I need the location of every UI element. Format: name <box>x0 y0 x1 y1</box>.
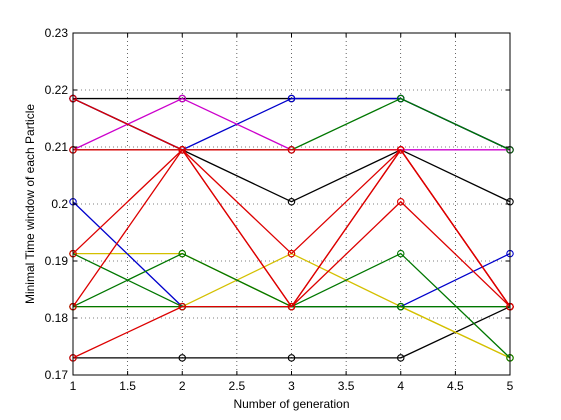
data-point-marker <box>396 197 405 206</box>
data-point-marker <box>287 94 296 103</box>
y-tick-label: 0.2 <box>51 197 68 211</box>
x-tick-label: 2.5 <box>229 379 246 393</box>
y-axis-label: Minimal Time window of each Particle <box>23 104 37 304</box>
series-line <box>73 306 511 359</box>
data-point-marker <box>287 197 296 206</box>
data-point-marker <box>396 94 405 103</box>
y-tick-label: 0.19 <box>45 254 69 268</box>
y-tick-label: 0.17 <box>45 368 69 382</box>
y-tick-label: 0.22 <box>45 83 69 97</box>
grid <box>73 33 510 375</box>
axis-ticks: 1 1.5 2 2.5 3 3.5 4 4.5 5 0.17 0.18 0.19 0.2 0.21 0.22… <box>45 26 514 393</box>
data-point-marker <box>396 146 405 154</box>
data-point-marker <box>396 249 405 258</box>
data-point-marker <box>287 302 296 311</box>
data-point-marker <box>178 354 187 362</box>
data-point-marker <box>396 354 405 362</box>
data-point-marker <box>178 302 187 311</box>
x-tick-label: 4.5 <box>447 379 464 393</box>
y-tick-label: 0.23 <box>45 26 69 40</box>
y-tick-label: 0.21 <box>45 140 69 154</box>
x-tick-label: 3.5 <box>338 379 355 393</box>
y-tick-label: 0.18 <box>45 311 69 325</box>
data-point-marker <box>287 146 296 154</box>
x-axis-label: Number of generation <box>233 397 349 411</box>
series-line <box>73 149 511 308</box>
x-tick-label: 4 <box>397 379 404 393</box>
data-point-marker <box>396 302 405 311</box>
data-point-marker <box>178 249 187 258</box>
data-point-marker <box>178 94 187 103</box>
x-tick-label: 2 <box>179 379 186 393</box>
x-tick-label: 1 <box>70 379 77 393</box>
data-point-marker <box>178 146 187 154</box>
x-tick-label: 1.5 <box>119 379 136 393</box>
data-point-marker <box>287 354 296 362</box>
data-point-marker <box>287 249 296 258</box>
x-tick-label: 5 <box>507 379 514 393</box>
x-tick-label: 3 <box>288 379 295 393</box>
